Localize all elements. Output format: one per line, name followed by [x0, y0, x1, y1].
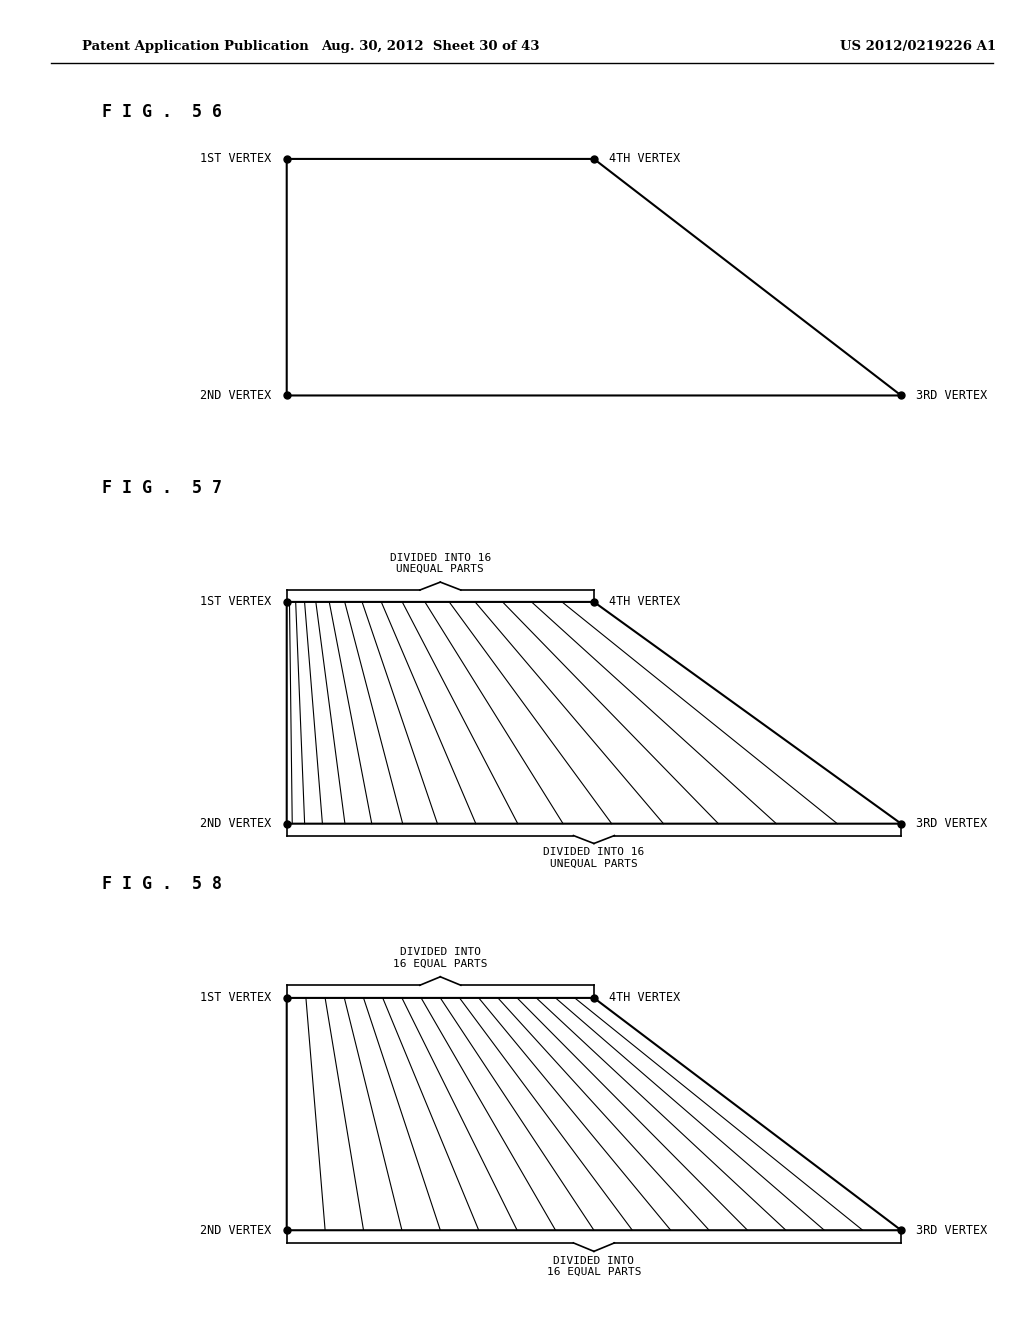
Text: Aug. 30, 2012  Sheet 30 of 43: Aug. 30, 2012 Sheet 30 of 43	[321, 40, 540, 53]
Text: 2ND VERTEX: 2ND VERTEX	[200, 817, 271, 830]
Text: 3RD VERTEX: 3RD VERTEX	[916, 817, 988, 830]
Text: Patent Application Publication: Patent Application Publication	[82, 40, 308, 53]
Text: DIVIDED INTO
16 EQUAL PARTS: DIVIDED INTO 16 EQUAL PARTS	[393, 946, 487, 969]
Text: DIVIDED INTO 16
UNEQUAL PARTS: DIVIDED INTO 16 UNEQUAL PARTS	[544, 847, 644, 869]
Text: DIVIDED INTO
16 EQUAL PARTS: DIVIDED INTO 16 EQUAL PARTS	[547, 1255, 641, 1278]
Text: 1ST VERTEX: 1ST VERTEX	[200, 152, 271, 165]
Text: 3RD VERTEX: 3RD VERTEX	[916, 389, 988, 403]
Text: F I G .  5 6: F I G . 5 6	[102, 103, 222, 121]
Text: 2ND VERTEX: 2ND VERTEX	[200, 389, 271, 403]
Text: 1ST VERTEX: 1ST VERTEX	[200, 991, 271, 1005]
Text: 4TH VERTEX: 4TH VERTEX	[609, 991, 681, 1005]
Text: F I G .  5 8: F I G . 5 8	[102, 875, 222, 894]
Text: F I G .  5 7: F I G . 5 7	[102, 479, 222, 498]
Text: 4TH VERTEX: 4TH VERTEX	[609, 595, 681, 609]
Text: US 2012/0219226 A1: US 2012/0219226 A1	[840, 40, 995, 53]
Text: 1ST VERTEX: 1ST VERTEX	[200, 595, 271, 609]
Text: 2ND VERTEX: 2ND VERTEX	[200, 1224, 271, 1237]
Text: 3RD VERTEX: 3RD VERTEX	[916, 1224, 988, 1237]
Text: DIVIDED INTO 16
UNEQUAL PARTS: DIVIDED INTO 16 UNEQUAL PARTS	[390, 553, 490, 574]
Text: 4TH VERTEX: 4TH VERTEX	[609, 152, 681, 165]
